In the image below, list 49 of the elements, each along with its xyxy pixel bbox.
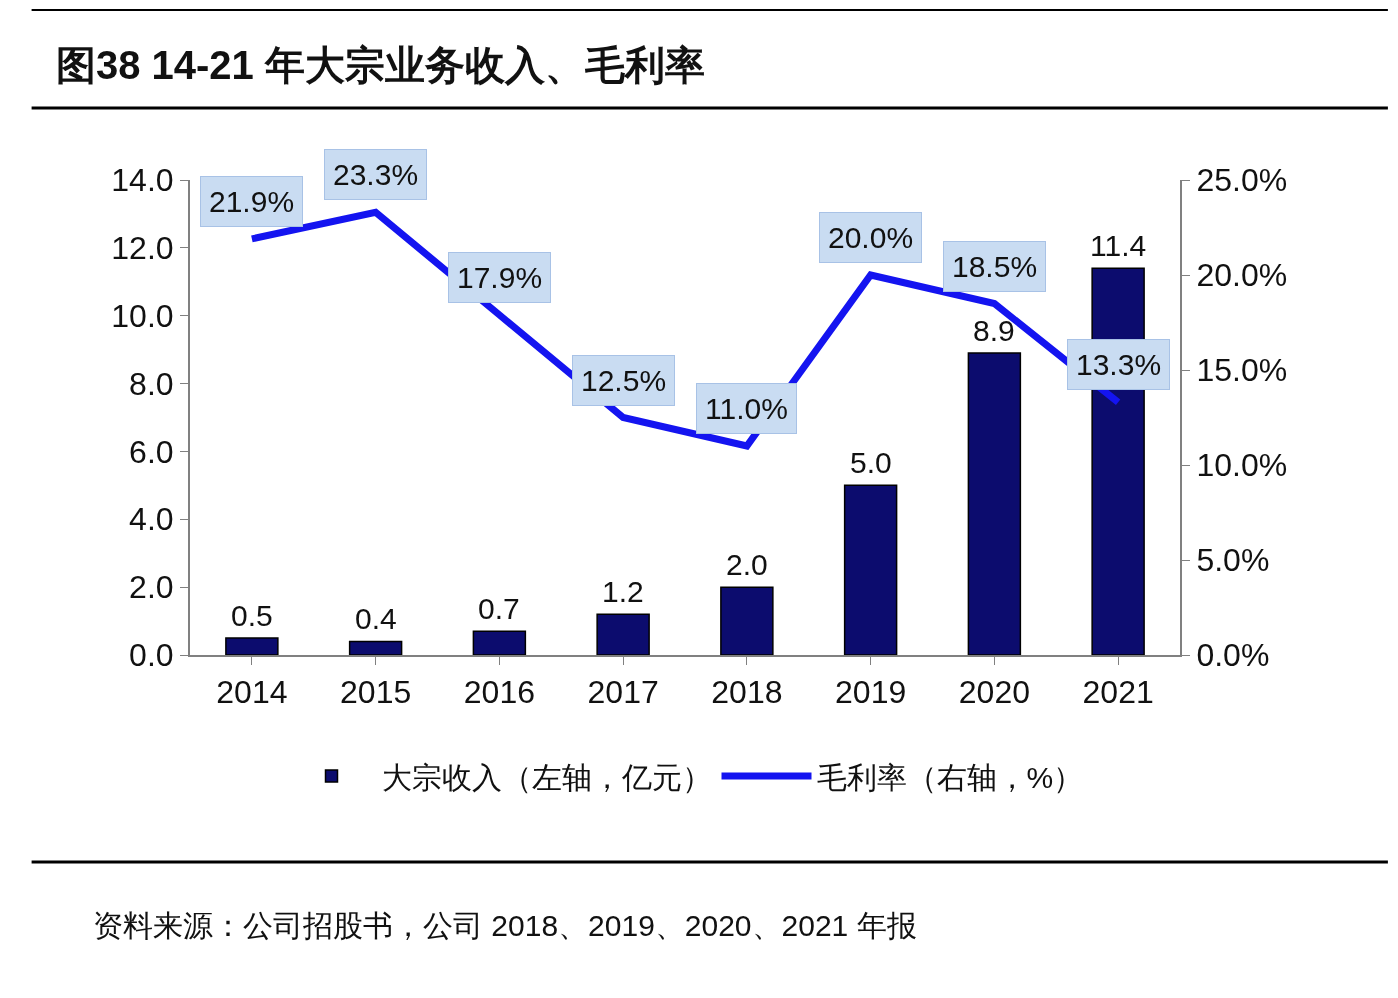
- y-tick-label: 14.0: [111, 162, 174, 199]
- y2-tick-label: 0.0%: [1196, 637, 1270, 674]
- x-tick-label: 2019: [835, 674, 907, 711]
- data-label: 5.0: [850, 446, 892, 479]
- y-tick-label: 10.0: [111, 297, 174, 334]
- data-label: 12.5%: [581, 364, 667, 397]
- y-tick-label: 6.0: [129, 433, 174, 470]
- y2-tick-label: 15.0%: [1196, 352, 1288, 389]
- data-label: 18.5%: [952, 250, 1038, 283]
- y-tick-label: 8.0: [129, 365, 174, 402]
- data-label: 17.9%: [457, 261, 543, 294]
- text: 资料来源：公司招股书，公司 2018、2019、2020、2021 年报: [93, 909, 917, 942]
- x-tick-label: 2018: [711, 674, 783, 711]
- data-label: 13.3%: [1076, 348, 1162, 381]
- data-label: 21.9%: [209, 185, 295, 218]
- y-tick-label: 2.0: [129, 569, 174, 606]
- x-tick-label: 2014: [216, 674, 288, 711]
- legend-label: 大宗收入（左轴，亿元）: [381, 760, 712, 794]
- y-tick-label: 12.0: [111, 230, 174, 267]
- bar: [720, 586, 774, 655]
- x-tick-label: 2015: [340, 674, 412, 711]
- bar: [967, 352, 1022, 655]
- bar: [225, 637, 279, 655]
- y2-tick-label: 20.0%: [1196, 257, 1288, 294]
- x-tick-label: 2021: [1082, 674, 1154, 711]
- data-label: 11.4: [1090, 229, 1147, 262]
- y2-tick-label: 5.0%: [1196, 542, 1270, 579]
- data-label: 2.0: [726, 548, 768, 581]
- data-label: 1.2: [602, 575, 644, 608]
- bar: [596, 613, 650, 655]
- x-tick-label: 2020: [958, 674, 1030, 711]
- y2-tick-label: 25.0%: [1196, 162, 1288, 199]
- y-tick-label: 4.0: [129, 501, 174, 538]
- y-tick-label: 0.0: [129, 637, 174, 674]
- data-label: 0.4: [355, 602, 397, 635]
- bar: [348, 640, 403, 655]
- chart-title: 图38 14-21 年大宗业务收入、毛利率: [55, 43, 705, 87]
- x-tick-label: 2017: [587, 674, 659, 711]
- data-label: 0.5: [231, 599, 273, 632]
- x-tick-label: 2016: [463, 674, 535, 711]
- bar: [472, 630, 527, 655]
- y2-tick-label: 10.0%: [1196, 447, 1288, 484]
- legend-label: 毛利率（右轴，%）: [816, 760, 1084, 794]
- data-label: 23.3%: [333, 158, 419, 191]
- data-label: 20.0%: [828, 221, 914, 254]
- data-label: 11.0%: [705, 392, 788, 425]
- bar: [843, 484, 898, 655]
- data-label: 8.9: [973, 314, 1015, 347]
- data-label: 0.7: [478, 592, 520, 625]
